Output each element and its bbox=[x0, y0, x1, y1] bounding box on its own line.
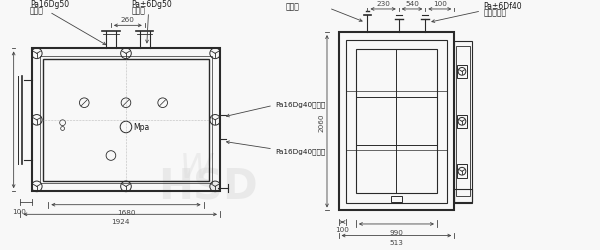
Text: Pa±6Df40: Pa±6Df40 bbox=[483, 2, 522, 11]
Text: 消跑口: 消跑口 bbox=[131, 7, 145, 16]
Text: HSD: HSD bbox=[158, 166, 258, 207]
Bar bbox=[40, 57, 212, 184]
Bar bbox=[457, 115, 467, 128]
Bar bbox=[457, 165, 467, 178]
Text: 100: 100 bbox=[13, 208, 26, 214]
Text: 100: 100 bbox=[433, 1, 447, 7]
Bar bbox=[454, 42, 472, 202]
Bar bbox=[356, 50, 437, 193]
Text: 260: 260 bbox=[121, 18, 135, 23]
Text: 蒸汽进气口: 蒸汽进气口 bbox=[483, 8, 506, 17]
Text: 100: 100 bbox=[335, 226, 349, 232]
Text: 排气口: 排气口 bbox=[30, 7, 44, 16]
Text: 513: 513 bbox=[389, 240, 403, 246]
Text: Mpa: Mpa bbox=[134, 123, 150, 132]
Text: W: W bbox=[179, 151, 212, 184]
Text: Pa16Dg40疏水口: Pa16Dg40疏水口 bbox=[275, 148, 325, 154]
Bar bbox=[346, 41, 446, 203]
Bar bbox=[456, 47, 470, 196]
Text: Pa±6Dg50: Pa±6Dg50 bbox=[131, 0, 172, 9]
Bar bbox=[454, 189, 472, 204]
Text: 2060: 2060 bbox=[318, 112, 324, 131]
Bar bbox=[391, 196, 402, 202]
Bar bbox=[43, 60, 209, 181]
Text: Pa16Dg40排污口: Pa16Dg40排污口 bbox=[275, 101, 325, 107]
Bar bbox=[338, 33, 454, 211]
Text: 990: 990 bbox=[389, 229, 403, 235]
Bar bbox=[457, 65, 467, 79]
Text: 安全阀: 安全阀 bbox=[286, 2, 299, 12]
Text: Pa16Dg50: Pa16Dg50 bbox=[30, 0, 69, 9]
Text: 1680: 1680 bbox=[117, 209, 135, 215]
Text: 230: 230 bbox=[376, 1, 390, 7]
Text: 1924: 1924 bbox=[111, 218, 130, 224]
Text: 540: 540 bbox=[405, 1, 419, 7]
Bar bbox=[32, 49, 220, 192]
